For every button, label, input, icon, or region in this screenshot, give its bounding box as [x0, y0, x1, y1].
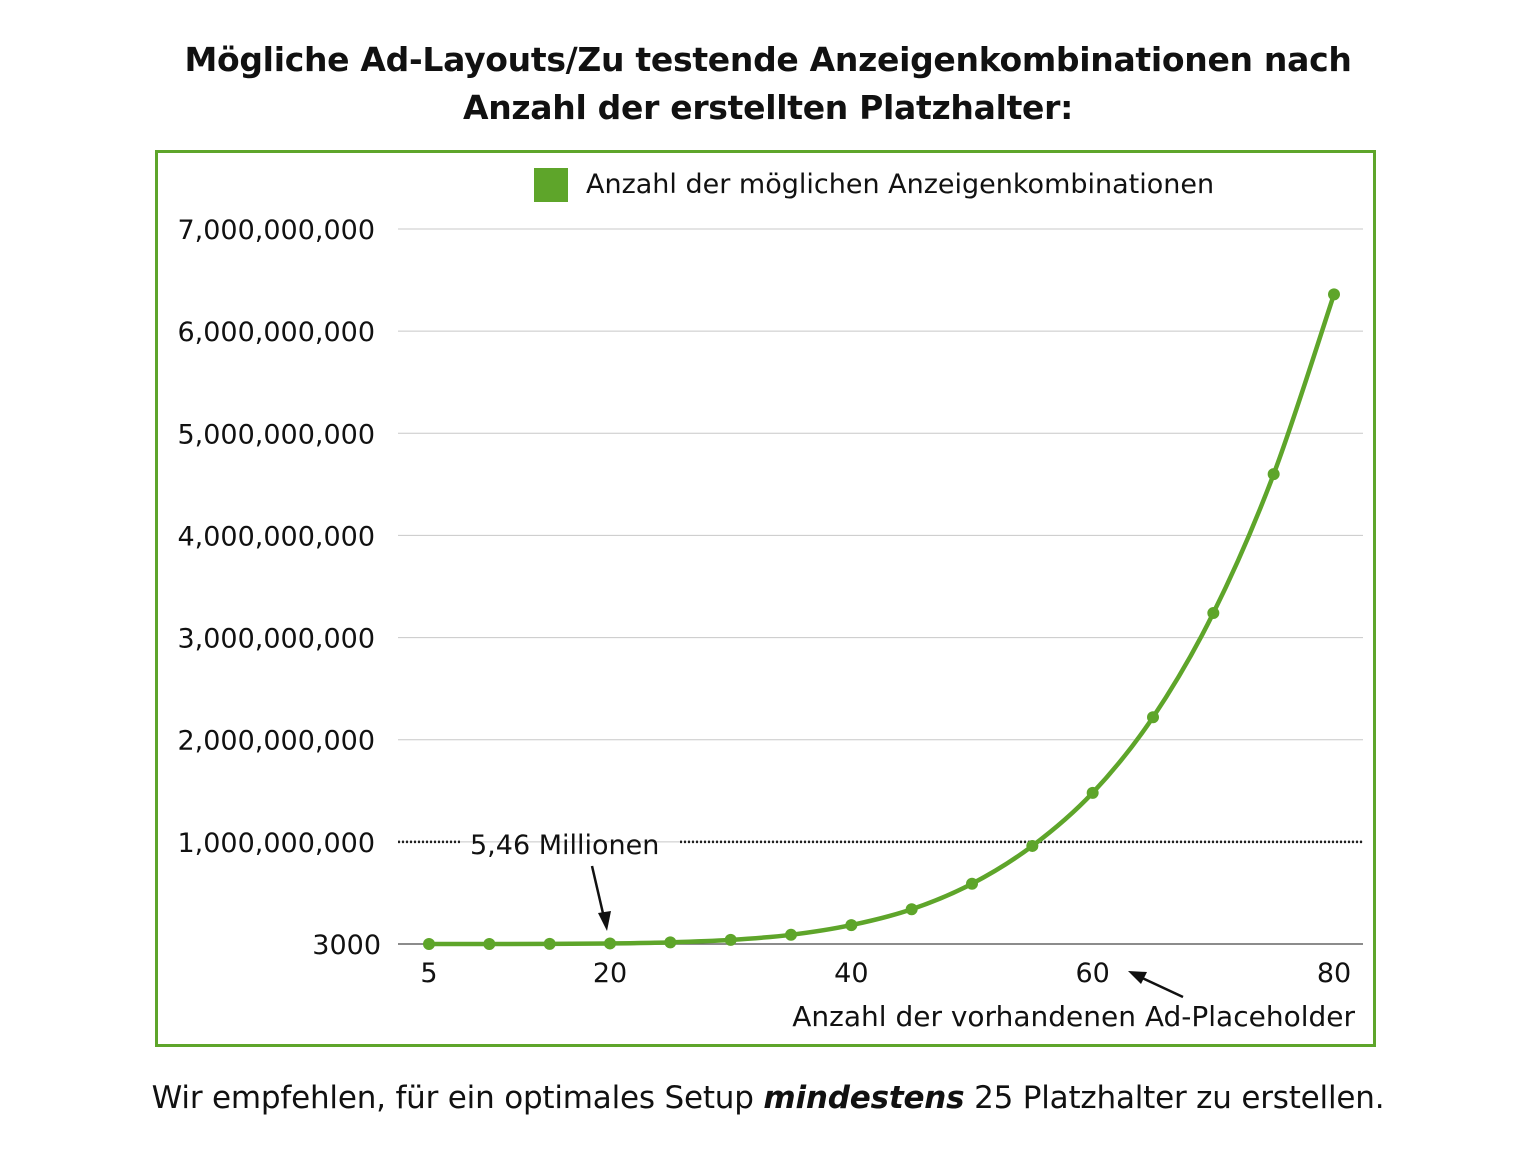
- annotation-label: 5,46 Millionen: [470, 830, 659, 861]
- series-line: [428, 293, 1337, 947]
- x-tick-label: 5: [420, 958, 437, 989]
- y-tick-label: 4,000,000,000: [177, 521, 375, 552]
- data-point: [483, 937, 496, 950]
- annotations: 5,46 Millionen: [470, 830, 1184, 999]
- y-tick-label: 5,000,000,000: [177, 419, 375, 450]
- x-tick-label: 40: [834, 958, 868, 989]
- chart-title-line2: Anzahl der erstellten Platzhalter:: [462, 88, 1074, 127]
- data-point: [543, 937, 556, 950]
- y-tick-label: 3000: [312, 930, 381, 961]
- xlabel-arrow-head: [1128, 971, 1147, 984]
- data-point: [966, 877, 978, 890]
- y-tick-label: 2,000,000,000: [177, 726, 375, 757]
- chart-frame: [155, 150, 1376, 1047]
- data-point: [664, 936, 677, 949]
- data-point: [1147, 711, 1159, 724]
- y-tick-label: 6,000,000,000: [177, 317, 375, 348]
- chart-title-line1: Mögliche Ad-Layouts/Zu testende Anzeigen…: [184, 40, 1352, 79]
- data-point: [1026, 839, 1039, 852]
- data-point: [1328, 288, 1340, 301]
- y-tick-label: 1,000,000,000: [177, 828, 375, 859]
- legend: Anzahl der möglichen Anzeigenkombination…: [534, 168, 1214, 202]
- y-tick-label: 7,000,000,000: [177, 215, 375, 246]
- recommendation-emphasis: mindestens: [763, 1080, 965, 1116]
- annotation-arrow-head: [598, 911, 611, 931]
- x-tick-label: 20: [593, 958, 627, 989]
- data-point: [905, 903, 918, 916]
- chart-title: Mögliche Ad-Layouts/Zu testende Anzeigen…: [0, 36, 1536, 132]
- y-axis-tick-labels: 3000 1,000,000,000 2,000,000,000 3,000,000,…: [177, 215, 381, 961]
- legend-label: Anzahl der möglichen Anzeigenkombination…: [586, 169, 1214, 200]
- x-tick-label: 80: [1317, 958, 1351, 989]
- data-point: [604, 937, 616, 950]
- data-point: [1267, 468, 1280, 481]
- legend-swatch: [534, 168, 568, 202]
- xlabel-arrow-shaft: [1137, 974, 1184, 999]
- data-point: [724, 933, 737, 946]
- recommendation-text-after: 25 Platzhalter zu erstellen.: [974, 1080, 1385, 1116]
- x-axis-title: Anzahl der vorhandenen Ad-Placeholder: [792, 1000, 1355, 1033]
- data-point: [1207, 607, 1220, 620]
- x-axis-tick-labels: 5 20 40 60 80 Anzahl der vorhandenen Ad-Place…: [420, 958, 1355, 1033]
- series-group: [423, 288, 1340, 950]
- recommendation-text-before: Wir empfehlen, für ein optimales Setup: [151, 1080, 754, 1116]
- data-point: [423, 937, 435, 950]
- data-point: [845, 919, 858, 932]
- data-point: [1086, 786, 1099, 799]
- recommendation-note: Wir empfehlen, für ein optimales Setup m…: [0, 1078, 1536, 1118]
- x-tick-label: 60: [1075, 958, 1109, 989]
- y-tick-label: 3,000,000,000: [177, 624, 375, 655]
- data-point: [785, 928, 797, 941]
